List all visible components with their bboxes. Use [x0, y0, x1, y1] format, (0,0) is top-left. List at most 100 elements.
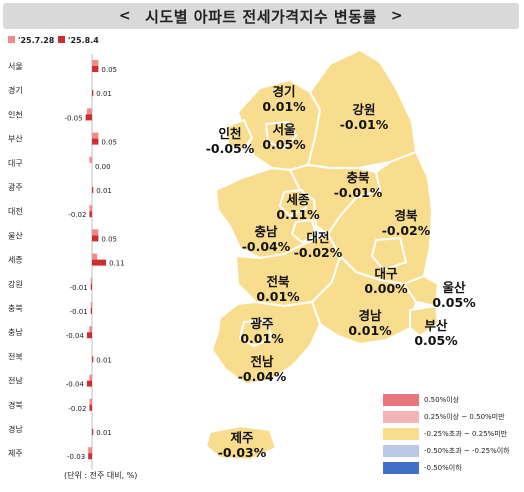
legend-label: 0.25%이상 ~ 0.50%미만: [424, 413, 505, 421]
category-label: 경남: [8, 424, 23, 434]
title-bar: < 시도별 아파트 전세가격지수 변동률 >: [3, 3, 519, 29]
legend-row: -0.25%초과 ~ 0.25%미만: [383, 427, 510, 441]
title-right-chevron-icon[interactable]: >: [390, 8, 404, 24]
legend-label-series-1: '25.7.28: [18, 36, 55, 45]
bar-this-week: [92, 66, 99, 72]
category-label: 세종: [8, 256, 23, 265]
legend-label-series-2: '25.8.4: [68, 36, 99, 45]
page-title: 시도별 아파트 전세가격지수 변동률: [145, 7, 377, 26]
legend-swatch: [383, 445, 419, 457]
bar-prev-week: [92, 253, 98, 260]
category-label: 부산: [8, 134, 23, 144]
bar-this-week: [85, 114, 92, 121]
map-label-incheon: 인천 -0.05%: [205, 126, 255, 156]
category-label: 경기: [8, 85, 23, 95]
legend-swatch: [383, 394, 419, 406]
map-label-busan: 부산 0.05%: [414, 318, 458, 348]
bar-prev-week: [92, 60, 99, 66]
bar-prev-week: [89, 205, 92, 212]
data-label: -0.04: [66, 381, 85, 389]
bar-this-week: [92, 356, 94, 363]
bar-this-week: [92, 259, 107, 266]
data-label: -0.04: [66, 332, 85, 340]
bar-prev-week: [89, 326, 92, 333]
map-label-gyeonggi: 경기 0.01%: [262, 84, 306, 114]
legend-swatch-series-2: [58, 36, 65, 43]
bar-this-week: [90, 308, 92, 314]
bar-prev-week: [86, 108, 92, 115]
bar-prev-week: [89, 374, 92, 381]
legend-label: -0.50%이하: [424, 464, 462, 472]
data-label: 0.11: [109, 260, 125, 268]
bar-this-week: [90, 283, 92, 290]
category-label: 충북: [8, 304, 23, 313]
bar-this-week: [89, 404, 92, 411]
legend-swatch: [383, 462, 419, 474]
category-label: 경북: [8, 400, 23, 410]
bar-prev-week: [88, 447, 92, 454]
map-label-seoul: 서울 0.05%: [262, 122, 306, 152]
korea-map: 경기 0.01% 강원 -0.01% 인천 -0.05% 서울 0.05% 충북 -0.0…: [180, 40, 480, 470]
data-label: 0.01: [96, 90, 112, 98]
map-region-incheon: [227, 119, 253, 151]
map-label-jeonbuk: 전북 0.01%: [256, 274, 300, 304]
legend-row: 0.25%이상 ~ 0.50%미만: [383, 410, 510, 424]
data-label: 0.01: [96, 187, 112, 195]
bar-this-week: [92, 429, 94, 435]
legend-label: 0.50%이상: [424, 396, 460, 404]
category-label: 강원: [8, 279, 23, 289]
legend-label: -0.25%초과 ~ 0.25%미만: [424, 430, 508, 438]
legend-swatch-series-1: [8, 36, 15, 43]
data-label: -0.01: [70, 284, 88, 292]
bar-this-week: [88, 453, 92, 460]
data-label: -0.03: [67, 453, 85, 461]
map-label-chungbuk: 충북 -0.01%: [333, 170, 383, 200]
legend-row: -0.50%이하: [383, 461, 510, 475]
category-label: 울산: [8, 230, 23, 240]
bar-chart: '25.7.28 '25.8.4 서울 0.05 경기 0.01 인천 -0.05 부산 0.05…: [8, 36, 125, 470]
map-label-gyeongnam: 경남 0.01%: [348, 308, 392, 338]
map-region-seoul: [265, 121, 297, 149]
category-label: 인천: [8, 109, 23, 119]
map-label-sejong: 세종 0.11%: [276, 192, 320, 222]
category-label: 서울: [8, 62, 23, 71]
data-label: -0.01: [70, 308, 88, 316]
map-region-ulsan: [403, 275, 439, 307]
bar-prev-week: [89, 156, 92, 163]
map-shapes: [205, 49, 439, 461]
bar-this-week: [92, 235, 99, 242]
category-label: 전북: [8, 351, 23, 361]
title-left-chevron-icon[interactable]: <: [118, 8, 132, 24]
unit-note: (단위 : 전주 대비, %): [64, 471, 138, 480]
map-label-daejeon: 대전 -0.02%: [293, 230, 343, 260]
map-region-daejeon: [291, 219, 317, 243]
map-label-gyeongbuk: 경북 -0.02%: [381, 208, 431, 238]
legend-label: -0.50%초과 ~ -0.25%이하: [424, 447, 510, 455]
data-label: 0.00: [95, 163, 111, 171]
category-label: 대전: [8, 206, 23, 216]
legend-row: 0.50%이상: [383, 393, 510, 407]
category-label: 광주: [8, 182, 23, 192]
data-label: 0.01: [96, 356, 112, 364]
category-label: 충남: [8, 328, 23, 337]
category-label: 제주: [8, 449, 23, 458]
map-label-ulsan: 울산 0.05%: [432, 280, 476, 310]
data-label: -0.02: [68, 211, 86, 219]
map-region-gwangju: [239, 319, 273, 347]
data-label: -0.02: [68, 405, 86, 413]
bar-prev-week: [92, 132, 99, 139]
category-label: 전남: [8, 376, 23, 386]
bar-prev-week: [90, 277, 92, 284]
legend-swatch: [383, 428, 419, 440]
map-region-sejong: [279, 189, 307, 217]
bar-this-week: [92, 90, 94, 97]
data-label: 0.01: [96, 429, 112, 437]
map-region-jeju: [205, 425, 277, 461]
legend-swatch: [383, 411, 419, 423]
map-region-busan: [409, 305, 439, 337]
bar-this-week: [92, 187, 94, 193]
data-label: 0.05: [101, 235, 117, 243]
bar-this-week: [92, 138, 99, 145]
data-label: 0.05: [101, 139, 117, 147]
bar-this-week: [86, 380, 92, 387]
